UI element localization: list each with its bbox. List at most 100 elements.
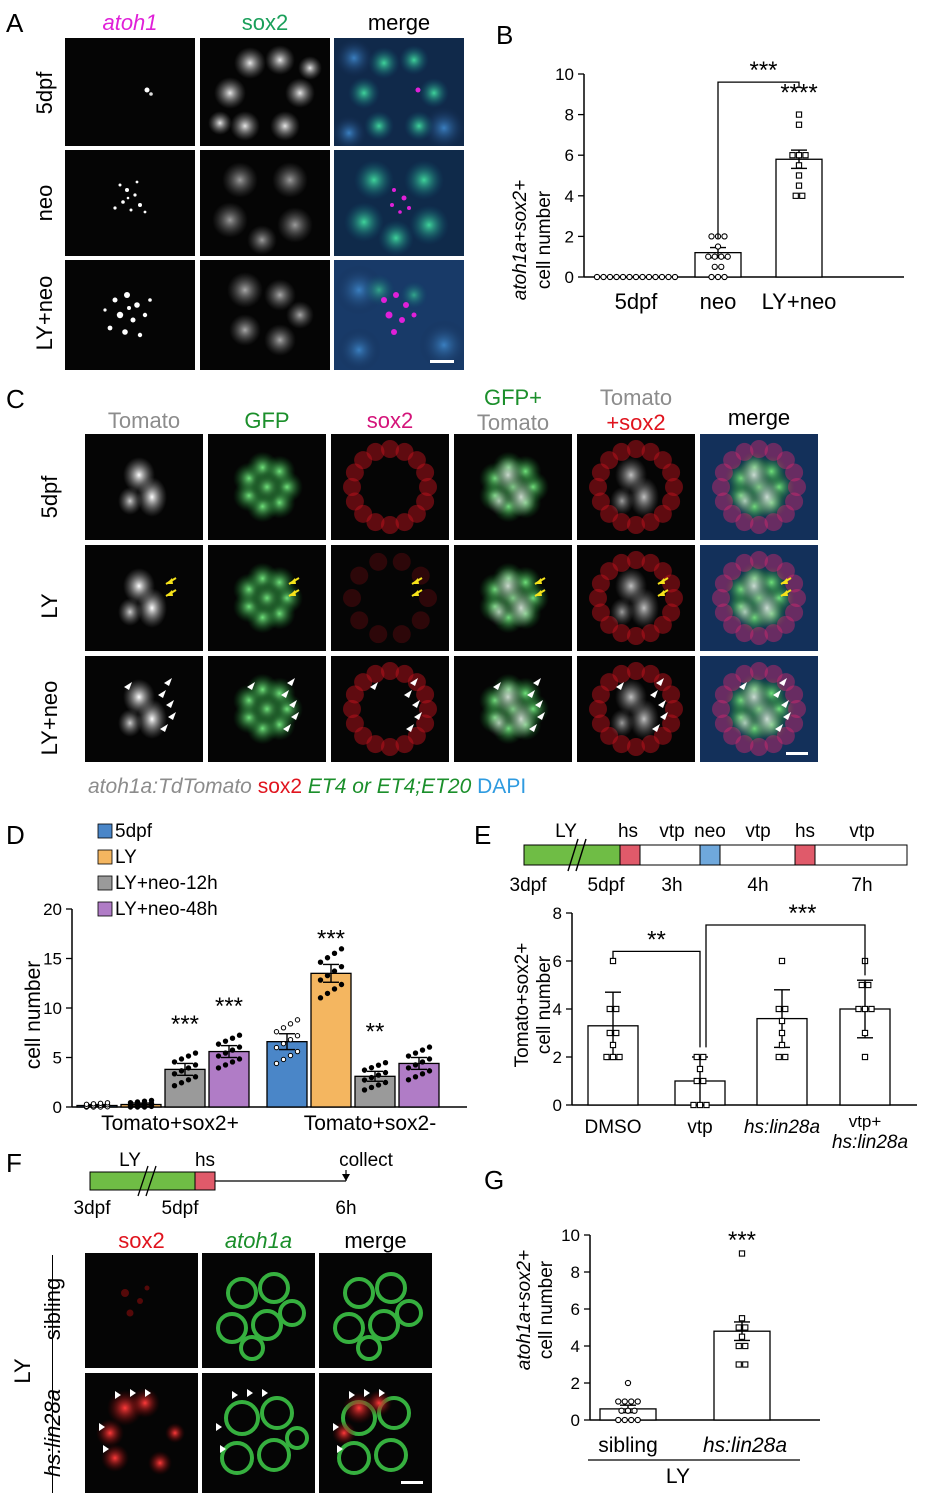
panel-b-point (632, 273, 640, 281)
panel-d-point (222, 1038, 229, 1044)
panel-d-point (412, 1074, 419, 1080)
panel-g-cat-lin28a: hs:lin28a (703, 1434, 787, 1457)
panel-a-img-lyneo-merge (334, 260, 464, 370)
panel-f-col-sox2: sox2 (118, 1228, 165, 1253)
panel-e-ytick-label: 0 (553, 1096, 562, 1115)
panel-c-img-5dpf-sox2 (331, 434, 449, 540)
panel-b-point (711, 253, 718, 260)
panel-g-plot-area: 0 2 4 6 8 10 *** (561, 1226, 820, 1430)
panel-g-point (624, 1379, 632, 1387)
panel-e-point (855, 1005, 862, 1013)
panel-letter-c: C (6, 384, 25, 414)
panel-a-img-neo-merge (334, 150, 464, 256)
panel-d-point (178, 1080, 185, 1086)
panel-c-col-merge: merge (727, 405, 791, 430)
panel-d-point (294, 1048, 301, 1055)
panel-d-point (90, 1101, 97, 1107)
panel-d-point (215, 1065, 222, 1071)
panel-d-point (419, 1059, 426, 1065)
panel-d-ytick-label: 10 (43, 999, 62, 1018)
panel-e-point (703, 1101, 710, 1109)
panel-b-ylabel-1: atoh1a+sox2+ (510, 180, 531, 300)
panel-g-point (738, 1333, 746, 1340)
panel-c-img-ly-tomato (85, 545, 203, 651)
panel-letter-e: E (474, 820, 492, 850)
panel-b-point (626, 273, 633, 281)
panel-b-point (795, 172, 803, 179)
panel-b-sig-top-label: **** (780, 79, 817, 106)
timeline-ly-segment (523, 844, 621, 866)
panel-b-point (600, 273, 607, 281)
panel-d-point (331, 968, 338, 974)
panel-b-point (718, 253, 725, 260)
panel-d-point (317, 977, 324, 983)
panel-g-point (738, 1315, 746, 1322)
panel-b-point (639, 273, 646, 281)
panel-e-point (865, 981, 872, 989)
panel-d-points (215, 1032, 243, 1071)
panel-d-ytick-label: 5 (53, 1049, 62, 1068)
panel-g-ytick-label: 4 (571, 1337, 580, 1356)
panel-d-point (97, 1100, 104, 1106)
legend-swatch-ly-neo-48h (97, 901, 113, 917)
panel-d-point (331, 950, 338, 957)
panel-d-ylabel: cell number (22, 961, 45, 1070)
panel-d-point (419, 1071, 426, 1077)
panel-c-img-ly-neo-merge (700, 656, 818, 762)
panel-d-points (83, 1100, 111, 1110)
panel-d-point (405, 1053, 412, 1059)
panel-d-point (287, 1052, 294, 1059)
panel-d-point (192, 1050, 199, 1056)
panel-d-point (412, 1050, 419, 1056)
panel-a-img-lyneo-sox2 (200, 260, 330, 370)
panel-b-point (671, 273, 679, 281)
panel-g-ylabel-2: cell number (536, 1260, 557, 1359)
panel-a-img-5dpf-merge (334, 38, 464, 146)
panel-b-bar (775, 158, 823, 278)
panel-d-point (382, 1059, 389, 1066)
panel-e-ytick-label: 4 (553, 1000, 562, 1019)
panel-d-point (185, 1077, 192, 1083)
panel-e-point (606, 1005, 613, 1013)
panel-d-bar (310, 972, 352, 1108)
panel-d-point (280, 1025, 287, 1031)
panel-d-point (141, 1098, 148, 1104)
panel-e-point (609, 957, 617, 965)
panel-d-point (382, 1079, 389, 1086)
panel-b-point (705, 253, 712, 260)
panel-g-cat-sibling: sibling (598, 1434, 658, 1457)
panel-c-img-5dpf-tomato-sox2 (577, 434, 695, 540)
panel-b-point (708, 233, 715, 240)
panel-g-point (735, 1361, 742, 1368)
legend-dapi-text: DAPI (477, 775, 527, 798)
panel-a-img-lyneo-atoh1 (65, 260, 195, 370)
panel-b-point (714, 243, 722, 250)
panel-b-point (619, 273, 627, 281)
panel-b-point (792, 192, 799, 199)
panel-d-point (331, 986, 338, 992)
panel-d-points (317, 946, 345, 1001)
panel-d-point (280, 1040, 287, 1047)
panel-e-ytick-label: 2 (553, 1048, 562, 1067)
panel-d-point (426, 1068, 433, 1074)
panel-g-ytick-label: 8 (571, 1263, 580, 1282)
panel-b-point (658, 273, 666, 281)
panel-f-row-lin28a: hs:lin28a (40, 1388, 65, 1478)
panel-f-timeline: LY hs collect 3dpf 5dpf 6h (74, 1150, 394, 1219)
panel-b-plot-area: 0 2 4 6 8 10 5dpf neo LY+neo ******* (555, 57, 904, 314)
panel-c-img-ly-gfp (208, 545, 326, 651)
panel-d-point (185, 1065, 192, 1071)
panel-b-point (795, 152, 803, 159)
panel-e-sig-bracket-1 (612, 950, 701, 1048)
panel-e-point (775, 1005, 782, 1013)
panel-f-col-merge: merge (344, 1228, 407, 1253)
panel-c-img-ly-neo-tomato (85, 656, 203, 762)
panel-c-img-5dpf-gfp (208, 434, 326, 540)
panel-d-sig-label: *** (171, 1011, 199, 1038)
panel-g-chart: atoh1a+sox2+ cell number 0 2 4 6 8 10 *** sibl… (514, 1226, 820, 1488)
panel-c-col-tomato-sox2-b: +sox2 (606, 410, 666, 435)
timeline-hs-1 (619, 844, 641, 866)
panel-g-point (631, 1407, 638, 1414)
panel-d-point (287, 1036, 294, 1043)
